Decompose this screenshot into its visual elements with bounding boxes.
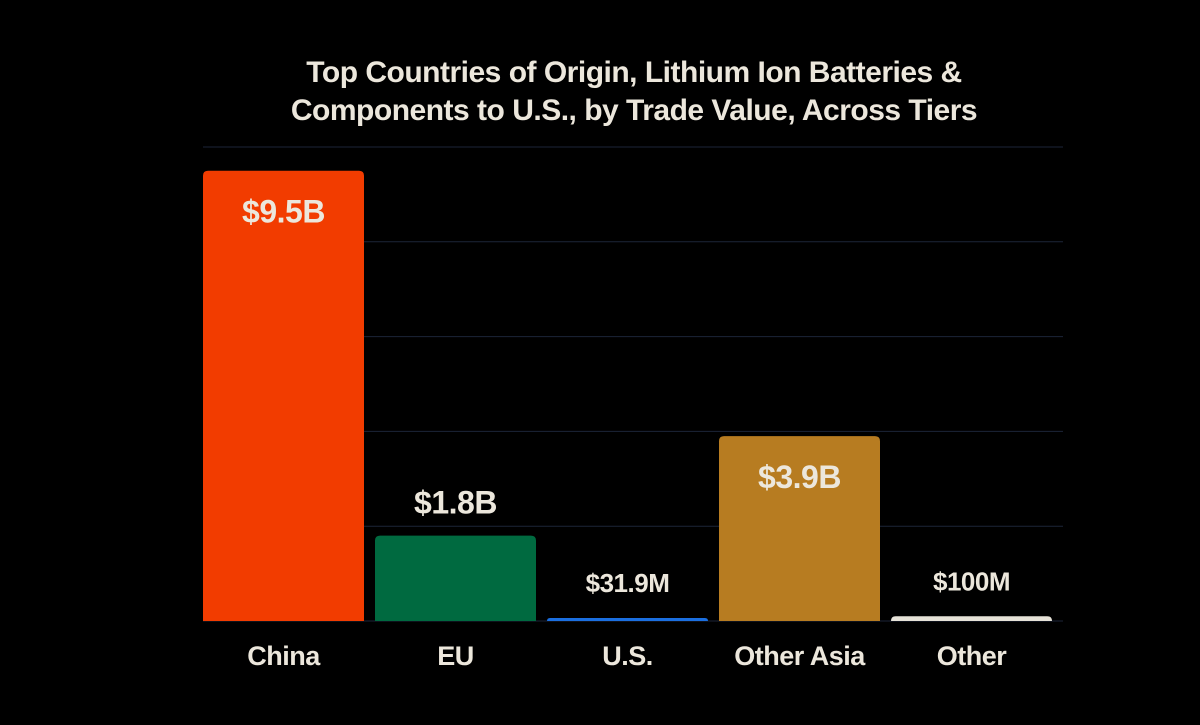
- category-labels: China EU U.S. Other Asia Other: [247, 641, 1008, 671]
- data-label: $1.8B: [414, 485, 497, 521]
- bar-eu: [375, 535, 536, 621]
- data-labels: $9.5B $1.8B $31.9M $3.9B $100M: [242, 194, 1010, 598]
- chart-title: Top Countries of Origin, Lithium Ion Bat…: [0, 54, 1200, 130]
- bar-u-s: [547, 618, 708, 621]
- chart-title-line-2: Components to U.S., by Trade Value, Acro…: [290, 94, 978, 127]
- category-label: EU: [437, 641, 474, 671]
- bar-other: [891, 616, 1052, 621]
- data-label: $100M: [933, 566, 1010, 596]
- bar-other-asia: [719, 436, 880, 621]
- chart-title-line-1: Top Countries of Origin, Lithium Ion Bat…: [306, 56, 962, 89]
- category-label: U.S.: [602, 641, 653, 671]
- data-label: $31.9M: [586, 568, 670, 598]
- category-label: Other Asia: [734, 641, 866, 671]
- data-label: $9.5B: [242, 194, 325, 230]
- data-label: $3.9B: [758, 459, 841, 495]
- bar-china: [203, 170, 364, 621]
- bars: [203, 170, 1052, 621]
- category-label: Other: [937, 641, 1008, 671]
- category-label: China: [247, 641, 321, 671]
